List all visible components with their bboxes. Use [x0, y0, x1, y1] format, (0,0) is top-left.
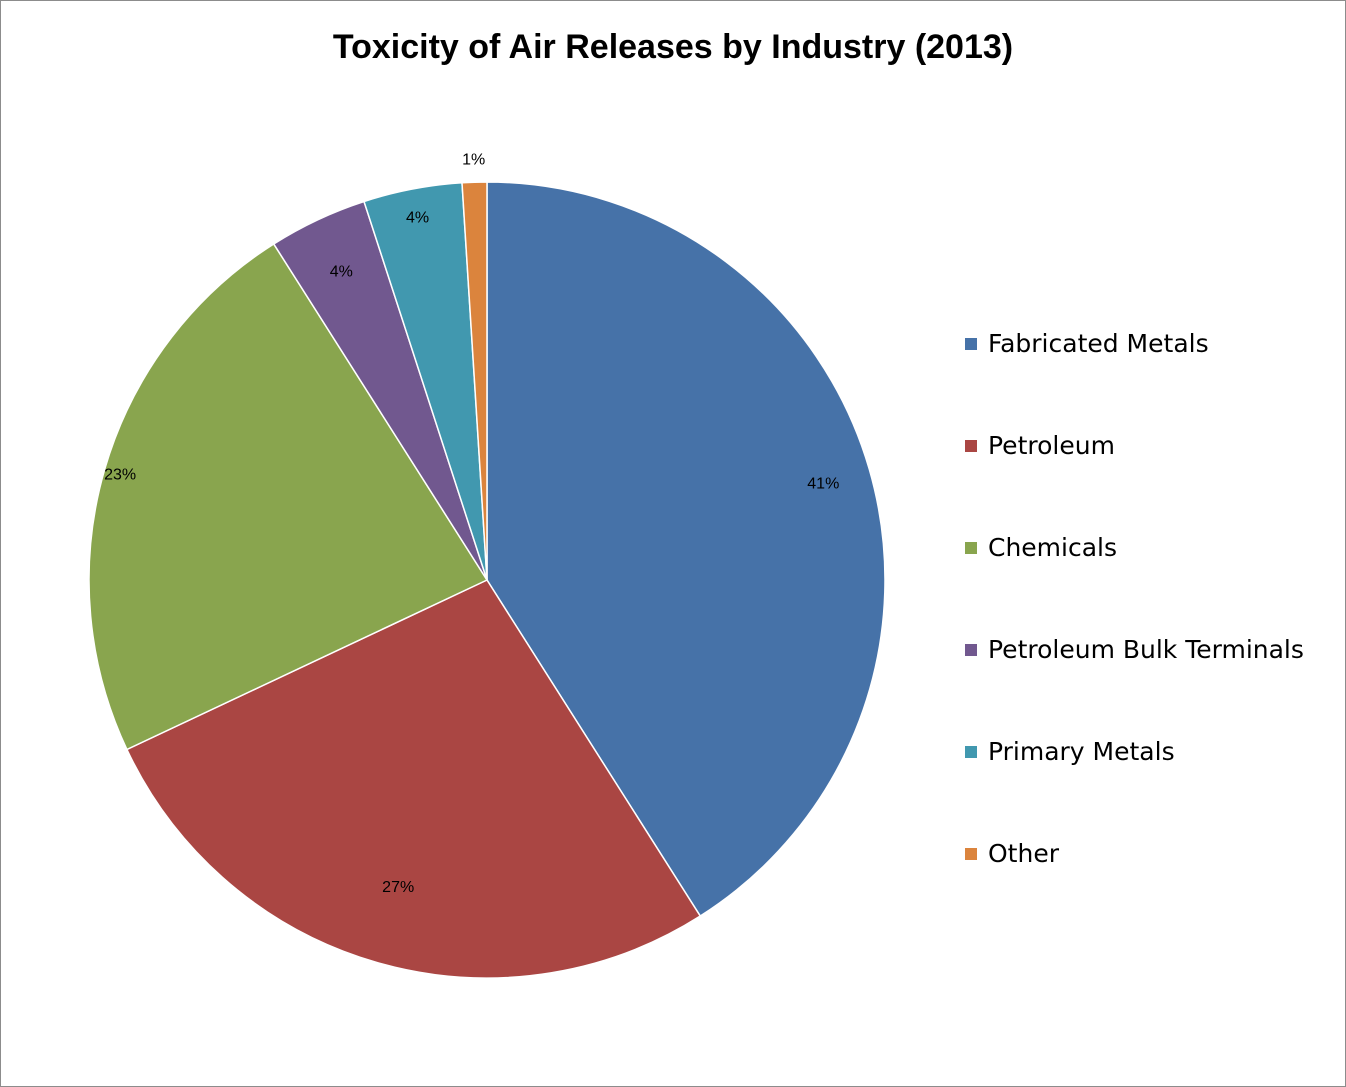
legend-label: Chemicals [988, 533, 1118, 562]
legend-item-fabricated-metals: Fabricated Metals [965, 326, 1325, 362]
legend-item-petroleum-bulk-terminals: Petroleum Bulk Terminals [965, 632, 1325, 668]
legend-label: Primary Metals [988, 737, 1175, 766]
pie-slice-chemicals [88, 242, 489, 751]
legend-swatch [965, 746, 977, 758]
legend-swatch [965, 644, 977, 656]
pie-slice-other [461, 181, 488, 581]
data-label: 4% [406, 209, 429, 226]
legend-label: Petroleum [988, 431, 1115, 460]
legend-label: Fabricated Metals [988, 329, 1209, 358]
data-label: 4% [330, 263, 353, 280]
pie-slice-fabricated-metals [486, 181, 886, 918]
legend-swatch [965, 338, 977, 350]
legend-item-chemicals: Chemicals [965, 530, 1325, 566]
legend-item-other: Other [965, 836, 1325, 872]
data-label: 27% [382, 879, 414, 896]
legend-label: Petroleum Bulk Terminals [988, 635, 1304, 664]
data-label: 23% [104, 466, 136, 483]
legend-item-petroleum: Petroleum [965, 428, 1325, 464]
data-label: 1% [462, 151, 485, 168]
legend-swatch [965, 440, 977, 452]
legend-item-primary-metals: Primary Metals [965, 734, 1325, 770]
legend-swatch [965, 542, 977, 554]
data-label: 41% [807, 475, 839, 492]
legend-label: Other [988, 839, 1059, 868]
chart-title: Toxicity of Air Releases by Industry (20… [332, 28, 1014, 66]
legend-swatch [965, 848, 977, 860]
pie-slice-petroleum [125, 579, 702, 979]
